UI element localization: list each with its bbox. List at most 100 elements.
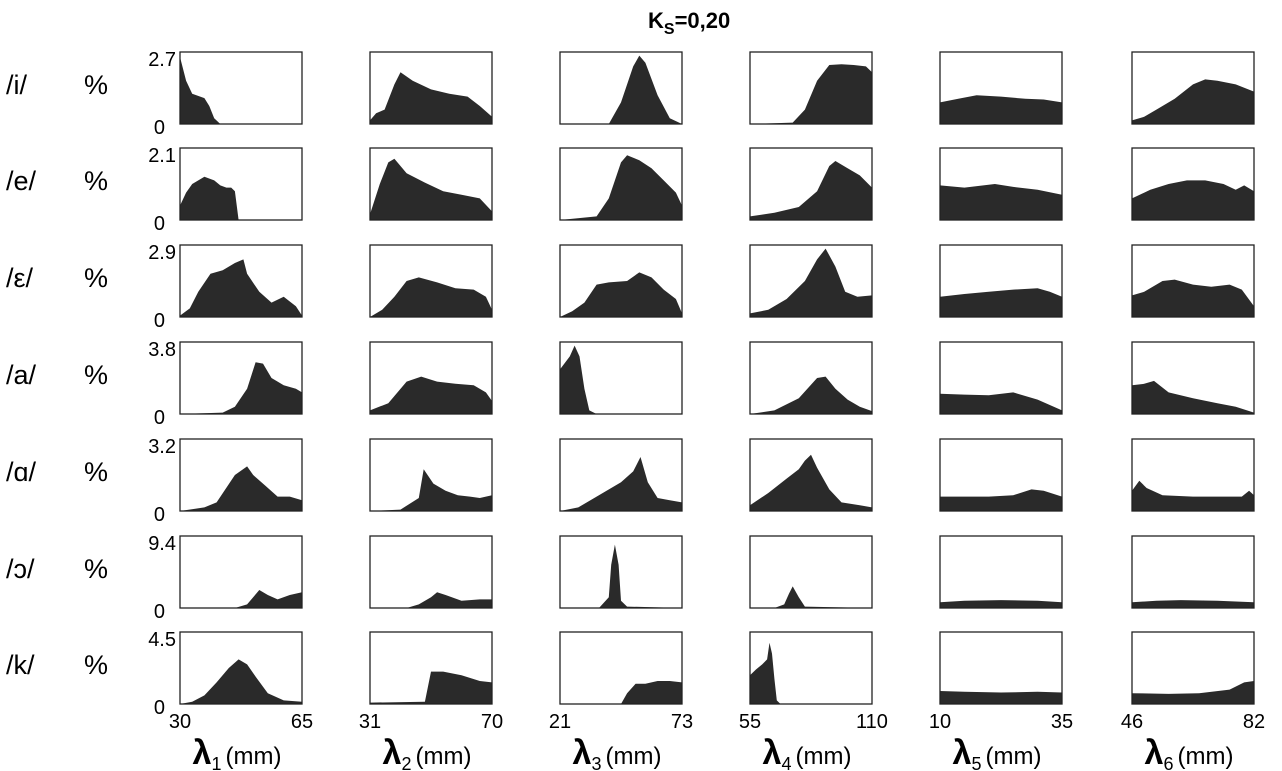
- x-axis-sub-1: 2: [401, 754, 411, 771]
- area-6-2: [560, 681, 682, 704]
- y-tick-max-3: 3.8: [148, 339, 176, 361]
- x-axis-unit-3: (mm): [795, 743, 851, 770]
- area-1-0: [180, 176, 302, 220]
- panel-frame-0-5: [1131, 51, 1255, 125]
- panel-frame-5-4: [939, 535, 1063, 609]
- panel-frame-3-4: [939, 341, 1063, 415]
- chart-title: KS=0,20: [648, 8, 730, 38]
- panel-frame-1-5: [1131, 147, 1255, 221]
- y-unit-2: %: [84, 263, 108, 293]
- area-3-2: [560, 345, 682, 414]
- area-5-2: [560, 544, 682, 608]
- panel-frame-0-1: [369, 51, 493, 125]
- area-2-5: [1132, 279, 1254, 317]
- x-axis-label-0: λ1 (mm): [193, 734, 282, 771]
- y-unit-1: %: [84, 166, 108, 196]
- x-axis-sub-4: 5: [971, 754, 981, 771]
- x-tick-min-2: 21: [549, 711, 571, 733]
- row-label-2: /ε/: [6, 263, 34, 293]
- x-tick-min-3: 55: [739, 711, 761, 733]
- x-axis-label-1: λ2 (mm): [383, 734, 472, 771]
- area-3-4: [940, 392, 1062, 414]
- panel-frame-1-0: [179, 147, 303, 221]
- y-unit-0: %: [84, 70, 108, 100]
- x-axis-unit-2: (mm): [605, 743, 661, 770]
- area-2-4: [940, 288, 1062, 317]
- x-axis-unit-4: (mm): [985, 743, 1041, 770]
- title-rest: =0,20: [675, 8, 731, 33]
- panel-frame-0-4: [939, 51, 1063, 125]
- area-6-5: [1132, 681, 1254, 704]
- y-tick-max-6: 4.5: [148, 629, 176, 651]
- x-axis-sub-2: 3: [591, 754, 601, 771]
- area-1-4: [940, 184, 1062, 220]
- area-4-4: [940, 489, 1062, 511]
- y-tick-zero-1: 0: [154, 213, 165, 235]
- x-tick-max-3: 110: [856, 711, 888, 733]
- x-tick-max-5: 82: [1243, 711, 1265, 733]
- panel-frame-5-5: [1131, 535, 1255, 609]
- x-axis-sub-5: 6: [1163, 754, 1173, 771]
- x-axis-symbol-4: λ: [953, 734, 972, 771]
- panel-frame-4-0: [179, 438, 303, 512]
- area-6-3: [750, 642, 872, 704]
- panel-frame-4-4: [939, 438, 1063, 512]
- y-unit-6: %: [84, 650, 108, 680]
- x-axis-unit-0: (mm): [225, 743, 281, 770]
- x-axis-label-5: λ6 (mm): [1145, 734, 1234, 771]
- panel-frame-6-3: [749, 631, 873, 705]
- area-1-5: [1132, 180, 1254, 220]
- panel-frame-2-2: [559, 244, 683, 318]
- y-tick-max-2: 2.9: [148, 242, 176, 264]
- panel-frame-4-1: [369, 438, 493, 512]
- x-axis-symbol-3: λ: [763, 734, 782, 771]
- panel-frame-4-3: [749, 438, 873, 512]
- panel-frame-2-5: [1131, 244, 1255, 318]
- y-tick-max-0: 2.7: [148, 49, 176, 71]
- panel-frame-0-2: [559, 51, 683, 125]
- area-2-2: [560, 272, 682, 317]
- panel-frame-2-4: [939, 244, 1063, 318]
- panel-frame-6-4: [939, 631, 1063, 705]
- panel-frame-5-3: [749, 535, 873, 609]
- x-axis-label-2: λ3 (mm): [573, 734, 662, 771]
- area-5-5: [1132, 600, 1254, 608]
- area-2-0: [180, 259, 302, 317]
- x-axis-label-4: λ5 (mm): [953, 734, 1042, 771]
- panel-frame-1-2: [559, 147, 683, 221]
- row-label-4: /ɑ/: [6, 457, 37, 487]
- area-4-3: [750, 454, 872, 511]
- area-3-0: [180, 362, 302, 414]
- panel-frame-0-3: [749, 51, 873, 125]
- area-5-3: [750, 586, 872, 608]
- area-1-2: [560, 155, 682, 220]
- panels-group: [179, 51, 1255, 705]
- x-tick-min-5: 46: [1121, 711, 1143, 733]
- area-5-0: [180, 590, 302, 608]
- x-tick-min-4: 10: [929, 711, 951, 733]
- row-label-5: /ɔ/: [6, 554, 35, 584]
- y-tick-max-4: 3.2: [148, 436, 176, 458]
- area-5-1: [370, 592, 492, 608]
- row-label-0: /i/: [6, 70, 28, 100]
- area-3-5: [1132, 380, 1254, 414]
- area-0-3: [750, 64, 872, 124]
- panel-frame-2-3: [749, 244, 873, 318]
- x-axis-unit-5: (mm): [1177, 743, 1233, 770]
- row-label-3: /a/: [6, 360, 37, 390]
- x-axis-unit-1: (mm): [415, 743, 471, 770]
- panel-frame-3-3: [749, 341, 873, 415]
- x-tick-max-1: 70: [481, 711, 503, 733]
- x-tick-min-0: 30: [169, 711, 191, 733]
- area-1-3: [750, 161, 872, 220]
- area-4-2: [560, 457, 682, 511]
- panel-frame-3-2: [559, 341, 683, 415]
- row-label-6: /k/: [6, 650, 35, 680]
- x-axis-label-3: λ4 (mm): [763, 734, 852, 771]
- area-2-3: [750, 248, 872, 317]
- panel-frame-1-1: [369, 147, 493, 221]
- area-0-5: [1132, 79, 1254, 124]
- y-tick-max-5: 9.4: [148, 533, 176, 555]
- panel-frame-2-0: [179, 244, 303, 318]
